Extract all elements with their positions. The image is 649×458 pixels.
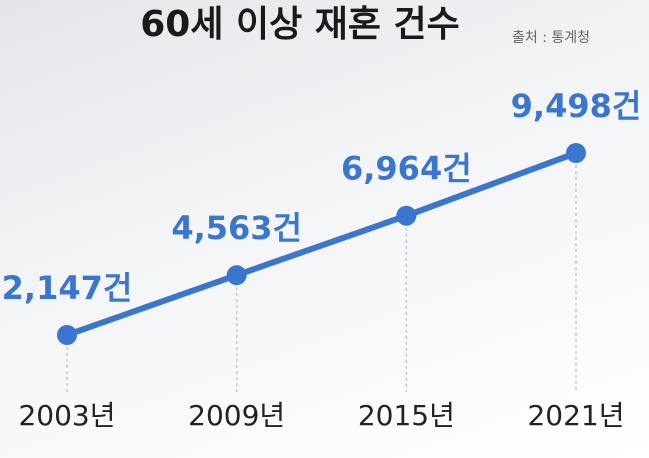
point	[396, 205, 417, 226]
chart-title: 60세 이상 재혼 건수	[140, 4, 460, 45]
point	[226, 265, 247, 286]
line	[64, 150, 579, 338]
x-tick-label: 2003년	[18, 399, 115, 432]
x-tick-label: 2015년	[358, 399, 455, 432]
data-label: 2,147건	[2, 269, 133, 307]
point	[566, 143, 586, 163]
data-label: 4,563건	[171, 209, 302, 247]
x-tick-label: 2021년	[527, 399, 624, 432]
point	[57, 325, 77, 345]
data-label: 6,964건	[341, 150, 472, 188]
x-tick-label: 2009년	[188, 399, 285, 432]
source: 출처 : 통계청	[512, 30, 590, 46]
data-label: 9,498건	[511, 87, 642, 125]
